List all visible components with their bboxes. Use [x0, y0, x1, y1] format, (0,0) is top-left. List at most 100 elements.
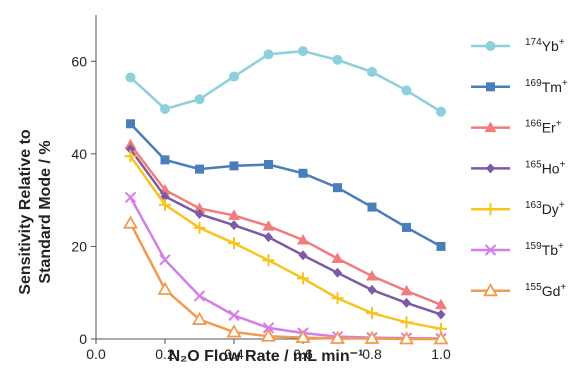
x-axis-title: N₂O Flow Rate / mL min⁻¹ [169, 348, 364, 365]
data-point-163dy [400, 316, 413, 329]
x-tick-label: 0.6 [293, 346, 313, 362]
data-point-159tb [193, 290, 206, 302]
data-point-163dy [124, 150, 137, 163]
legend-mass: 166 [525, 119, 542, 130]
series-line-166er [129, 143, 442, 306]
legend-mass: 163 [525, 200, 542, 211]
x-tick-label: 0.4 [224, 346, 244, 362]
data-point-155gd [433, 331, 449, 345]
legend-marker [484, 121, 497, 133]
data-point-163dy [228, 237, 240, 250]
data-point-174yb [367, 66, 377, 77]
axes: 0 20 40 60 0.0 0.2 0.4 0.6 0.8 1.0 [71, 15, 451, 362]
legend-charge: + [559, 37, 565, 48]
data-point-169tm [160, 155, 170, 165]
marker-stroke [159, 254, 171, 266]
legend-marker [486, 82, 495, 92]
data-point-165ho [264, 232, 273, 243]
x-tick-label: 1.0 [431, 346, 451, 362]
data-point-166er [262, 220, 275, 231]
data-point-166er [366, 270, 378, 281]
series-line-165ho [129, 148, 442, 316]
data-point-174yb [298, 46, 308, 57]
data-point-165ho [195, 209, 204, 220]
data-point-155gd [191, 311, 208, 325]
legend-element: Dy [542, 201, 559, 217]
data-point-174yb [436, 106, 446, 117]
legend-item-159tb: 159Tb+ [471, 241, 564, 258]
x-tick-label: 0.2 [155, 346, 175, 362]
data-point-166er [193, 202, 206, 213]
series-layer [122, 46, 449, 345]
data-point-155gd [122, 215, 139, 229]
marker-stroke [262, 322, 275, 334]
data-point-166er [435, 298, 447, 310]
series-line-163dy [129, 155, 442, 331]
legend-label: 155Gd+ [525, 282, 566, 299]
legend-element: Tm [542, 79, 562, 95]
series-line-169tm [129, 122, 442, 248]
data-point-169tm [367, 202, 377, 212]
data-point-166er [400, 284, 413, 296]
data-point-166er [124, 138, 137, 150]
y-axis-title-line-1: Sensitivity Relative to [17, 129, 34, 295]
x-tick-label: 0.8 [362, 346, 382, 362]
legend-item-169tm: 169Tm+ [471, 78, 568, 95]
data-point-169tm [402, 222, 411, 232]
legend-mass: 165 [525, 159, 542, 170]
legend-marker [482, 282, 499, 297]
y-tick-label: 40 [71, 146, 87, 162]
series-line-155gd [129, 222, 441, 341]
legend-charge: + [562, 78, 568, 89]
data-point-166er [331, 252, 344, 263]
data-point-165ho [160, 191, 170, 202]
legend-label: 163Dy+ [525, 200, 565, 217]
legend-element: Ho [542, 160, 560, 176]
data-point-155gd [364, 330, 380, 344]
legend-marker [484, 244, 497, 256]
data-point-159tb [262, 322, 275, 334]
legend-item-165ho: 165Ho+ [471, 159, 566, 176]
data-point-174yb [332, 54, 343, 65]
legend-charge: + [556, 119, 562, 130]
marker-stroke [484, 244, 497, 256]
data-point-163dy [331, 292, 344, 305]
data-point-163dy [159, 198, 171, 211]
data-point-169tm [298, 168, 308, 178]
legend-item-163dy: 163Dy+ [471, 200, 565, 217]
data-point-163dy [297, 272, 309, 285]
legend-element: Er [542, 120, 556, 136]
data-point-159tb [228, 309, 240, 322]
data-point-166er [297, 233, 309, 245]
legend-label: 169Tm+ [525, 78, 568, 95]
data-point-166er [228, 209, 240, 220]
data-point-155gd [295, 329, 311, 344]
legend-marker [486, 163, 495, 174]
data-point-174yb [263, 49, 274, 60]
y-axis-title-line-2: Standard Mode / % [37, 140, 54, 283]
data-point-155gd [260, 328, 277, 342]
data-point-165ho [436, 309, 446, 320]
data-point-169tm [195, 164, 204, 174]
data-point-165ho [402, 297, 411, 308]
y-tick-label: 60 [71, 53, 87, 69]
y-axis-title: Sensitivity Relative to Standard Mode / … [17, 129, 54, 295]
data-point-174yb [160, 103, 170, 114]
x-tick-label: 0.0 [86, 346, 106, 362]
data-point-169tm [333, 183, 342, 193]
legend-element: Yb [542, 38, 559, 54]
data-point-155gd [157, 281, 173, 295]
legend-charge: + [560, 159, 566, 170]
series-166er [124, 138, 447, 310]
series-163dy [124, 150, 447, 335]
series-155gd [122, 215, 449, 345]
y-tick-label: 20 [71, 238, 87, 254]
legend-element: Tb [542, 242, 559, 258]
data-point-165ho [229, 220, 239, 231]
legend-element: Gd [542, 283, 561, 299]
data-point-174yb [401, 85, 412, 96]
data-point-169tm [436, 241, 446, 251]
legend-charge: + [560, 282, 566, 293]
legend-charge: + [559, 200, 565, 211]
